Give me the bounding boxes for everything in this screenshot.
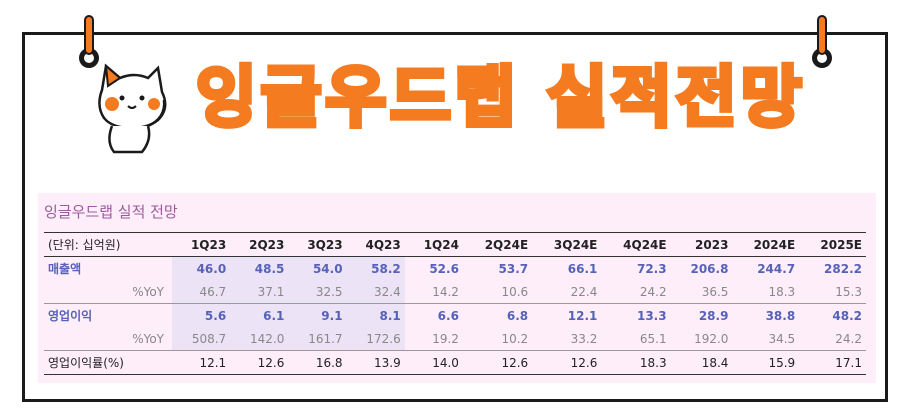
col-header: 4Q24E <box>601 232 671 257</box>
orange-pin-icon <box>817 15 827 55</box>
table-cell: 142.0 <box>230 327 289 351</box>
table-cell: 48.2 <box>799 303 866 327</box>
col-header: 3Q23 <box>288 232 347 257</box>
table-cell: 12.6 <box>532 350 602 375</box>
table-cell: 18.4 <box>670 350 733 375</box>
table-cell: 34.5 <box>768 331 796 346</box>
table-cell: 18.3 <box>601 350 671 375</box>
table-cell: 72.3 <box>636 261 667 276</box>
table-cell: 9.1 <box>288 303 347 327</box>
table-cell: 37.1 <box>230 280 289 304</box>
table-cell: 192.0 <box>694 331 729 346</box>
table-cell: 24.2 <box>639 284 667 299</box>
table-cell: 14.0 <box>404 350 463 375</box>
table-cell: 19.2 <box>432 331 459 346</box>
table-cell: 5.6 <box>172 303 231 327</box>
table-row-operating-profit: 영업이익 5.6 6.1 9.1 8.1 6.6 6.8 12.1 13.3 2… <box>44 303 866 327</box>
table-cell: 52.6 <box>429 261 459 276</box>
table-cell: 32.4 <box>346 280 405 304</box>
table-cell: 58.2 <box>346 256 405 280</box>
table-title: 잉글우드랩 실적 전망 <box>44 203 178 221</box>
table-cell: 10.6 <box>501 284 529 299</box>
col-header: 2025E <box>799 232 866 257</box>
table-cell: 36.5 <box>701 284 729 299</box>
table-cell: 12.6 <box>230 350 289 375</box>
table-cell: 12.1 <box>532 303 602 327</box>
cat-mascot-icon <box>98 63 167 154</box>
row-label: %YoY <box>132 331 164 346</box>
table-cell: 13.3 <box>601 303 671 327</box>
table-cell: 6.1 <box>230 303 289 327</box>
table-cell: 46.0 <box>172 256 231 280</box>
table-cell: 15.3 <box>835 284 862 299</box>
table-cell: 15.9 <box>732 350 800 375</box>
table-cell: 28.9 <box>670 303 733 327</box>
table-cell: 16.8 <box>288 350 347 375</box>
table-cell: 14.2 <box>432 284 459 299</box>
table-cell: 8.1 <box>346 303 405 327</box>
table-cell: 65.1 <box>639 331 667 346</box>
col-header: 3Q24E <box>532 232 602 257</box>
row-label: 영업이익률(%) <box>44 350 172 375</box>
table-cell: 46.7 <box>172 280 231 304</box>
table-cell: 53.7 <box>498 261 529 276</box>
col-header: 1Q24 <box>404 232 463 257</box>
table-header-row: (단위: 십억원) 1Q23 2Q23 3Q23 4Q23 1Q24 2Q24E… <box>44 232 866 257</box>
col-header: 2023 <box>670 232 733 257</box>
unit-label: (단위: 십억원) <box>44 232 172 257</box>
col-header: 1Q23 <box>172 232 231 257</box>
table-cell: 10.2 <box>501 331 529 346</box>
table-row-revenue-yoy: %YoY 46.7 37.1 32.5 32.4 14.2 10.6 22.4 … <box>44 280 866 304</box>
table-cell: 6.6 <box>404 303 463 327</box>
col-header: 2Q23 <box>230 232 289 257</box>
page-title: 잉글우드랩 실적전망 <box>193 57 806 139</box>
table-cell: 24.2 <box>835 331 862 346</box>
table-cell: 508.7 <box>172 327 231 351</box>
row-label: 영업이익 <box>44 303 172 327</box>
table-row-operating-profit-yoy: %YoY 508.7 142.0 161.7 172.6 19.2 10.2 3… <box>44 327 866 351</box>
row-label: 매출액 <box>48 262 82 276</box>
table-row-revenue: 매출액 46.0 48.5 54.0 58.2 52.6 53.7 66.1 7… <box>44 256 866 280</box>
table-cell: 282.2 <box>824 261 862 276</box>
row-label: %YoY <box>132 284 164 299</box>
table-cell: 12.6 <box>462 350 533 375</box>
table-cell: 6.8 <box>462 303 533 327</box>
table-cell: 244.7 <box>757 261 796 276</box>
table-cell: 12.1 <box>172 350 231 375</box>
table-cell: 33.2 <box>570 331 598 346</box>
table-cell: 54.0 <box>288 256 347 280</box>
table-cell: 48.5 <box>230 256 289 280</box>
orange-pin-icon <box>84 15 94 55</box>
table-cell: 206.8 <box>690 261 729 276</box>
table-cell: 18.3 <box>768 284 796 299</box>
table-cell: 172.6 <box>346 327 405 351</box>
table-cell: 66.1 <box>567 261 598 276</box>
col-header: 2Q24E <box>462 232 533 257</box>
table-cell: 32.5 <box>288 280 347 304</box>
table-cell: 17.1 <box>799 350 866 375</box>
earnings-table: (단위: 십억원) 1Q23 2Q23 3Q23 4Q23 1Q24 2Q24E… <box>44 232 866 375</box>
table-cell: 38.8 <box>732 303 800 327</box>
table-cell: 22.4 <box>570 284 598 299</box>
col-header: 4Q23 <box>346 232 405 257</box>
col-header: 2024E <box>732 232 800 257</box>
table-cell: 161.7 <box>288 327 347 351</box>
table-cell: 13.9 <box>346 350 405 375</box>
table-row-operating-margin: 영업이익률(%) 12.1 12.6 16.8 13.9 14.0 12.6 1… <box>44 350 866 375</box>
